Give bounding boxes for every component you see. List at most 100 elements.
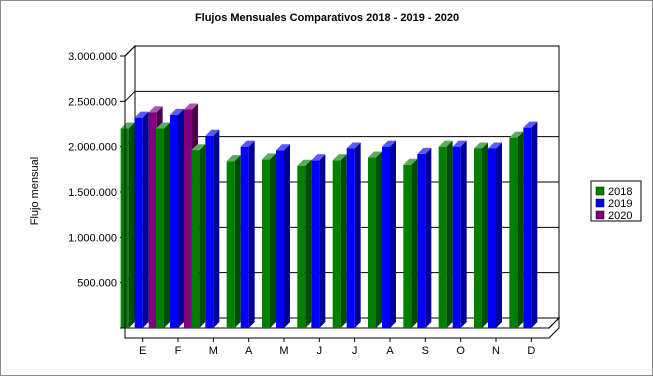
bar-front: [311, 160, 320, 328]
bar-front: [382, 146, 390, 328]
bar-front: [226, 161, 235, 328]
bar-2019-9: [452, 140, 467, 328]
bar-front: [509, 137, 518, 328]
y-tick-label: 1.000.000: [68, 232, 117, 244]
bar-2018-8: [403, 158, 418, 328]
bar-side: [340, 154, 347, 328]
bar-front: [205, 135, 214, 328]
base-edge: [124, 56, 560, 339]
bar-top: [311, 154, 326, 161]
x-tick-label: M: [279, 345, 288, 357]
y-axis-title: Flujo mensual: [29, 157, 41, 225]
bar-front: [191, 150, 200, 328]
bar-2018-11: [509, 131, 524, 328]
y-tick-label: 500.000: [77, 278, 117, 290]
bar-top: [226, 155, 241, 162]
bar-front: [438, 146, 447, 328]
bar-front: [346, 148, 355, 328]
x-tick-label: N: [492, 345, 500, 357]
bar-front: [156, 128, 164, 328]
bar-side: [517, 131, 524, 328]
bar-front: [184, 109, 192, 328]
legend-swatch: [595, 198, 605, 208]
bar-front: [403, 164, 412, 328]
bar-2018-0: [120, 122, 135, 329]
bar-front: [262, 159, 270, 328]
legend-label: 2018: [608, 186, 632, 198]
bar-2019-0: [134, 111, 149, 328]
x-tick-label: D: [527, 345, 535, 357]
gridline: [124, 45, 559, 57]
bar-2019-10: [488, 142, 502, 328]
bar-front: [240, 146, 249, 328]
y-tick-label: 3.000.000: [68, 51, 117, 63]
bar-side: [354, 142, 361, 328]
bar-side: [305, 159, 312, 328]
bar-top: [382, 140, 396, 147]
x-tick-label: J: [352, 345, 358, 357]
bar-top: [276, 144, 290, 151]
y-tick-label: 2.000.000: [68, 142, 117, 154]
bar-front: [523, 127, 532, 328]
bar-top: [134, 111, 149, 118]
bar-2018-7: [368, 151, 382, 328]
bar-top: [403, 158, 418, 165]
bar-2018-6: [332, 154, 347, 328]
legend-swatch: [595, 186, 605, 196]
bar-top: [156, 122, 170, 129]
bar-2018-4: [262, 153, 276, 328]
bar-top: [438, 140, 453, 147]
x-tick-label: A: [386, 345, 394, 357]
bar-side: [446, 140, 453, 328]
bar-front: [452, 146, 461, 328]
bar-2018-10: [474, 142, 488, 328]
bar-2019-6: [346, 142, 361, 328]
bar-top: [452, 140, 467, 147]
bar-top: [332, 154, 347, 161]
bar-top: [297, 159, 312, 166]
bar-side: [270, 153, 276, 328]
bar-front: [297, 165, 306, 328]
bar-side: [142, 111, 149, 328]
bar-side: [411, 158, 418, 328]
bar-side: [128, 122, 135, 329]
bar-front: [474, 148, 482, 328]
bar-side: [496, 142, 502, 328]
bar-side: [284, 144, 290, 328]
bar-side: [248, 140, 255, 328]
bar-2019-8: [417, 147, 432, 328]
bar-side: [482, 142, 488, 328]
bar-side: [390, 140, 396, 328]
bar-side: [460, 140, 467, 328]
bar-top: [120, 122, 135, 129]
x-tick-label: E: [139, 345, 146, 357]
bar-top: [148, 106, 163, 113]
y-axis-ticks: 500.000 1.000.000 1.500.000 2.000.000 2.500.…: [68, 51, 125, 290]
y-tick-label: 2.500.000: [68, 96, 117, 108]
bar-side: [178, 108, 184, 328]
bar-top: [184, 103, 198, 110]
bar-front: [417, 153, 426, 328]
bar-2018-2: [191, 144, 206, 328]
bar-2019-3: [240, 140, 255, 328]
bar-side: [199, 144, 206, 328]
x-tick-label: J: [317, 345, 323, 357]
legend-label: 2020: [608, 210, 632, 222]
x-tick-label: M: [209, 345, 218, 357]
bar-front: [148, 112, 157, 328]
plot-front-frame: [120, 56, 560, 339]
bar-front: [134, 117, 143, 328]
x-tick-label: A: [245, 345, 253, 357]
x-tick-label: O: [456, 345, 465, 357]
bar-2018-3: [226, 155, 241, 328]
bar-front: [332, 160, 341, 328]
bar-2019-7: [382, 140, 396, 328]
bar-front: [170, 114, 178, 328]
bar-2018-5: [297, 159, 312, 328]
bar-2019-1: [170, 108, 184, 328]
bar-side: [164, 122, 170, 329]
